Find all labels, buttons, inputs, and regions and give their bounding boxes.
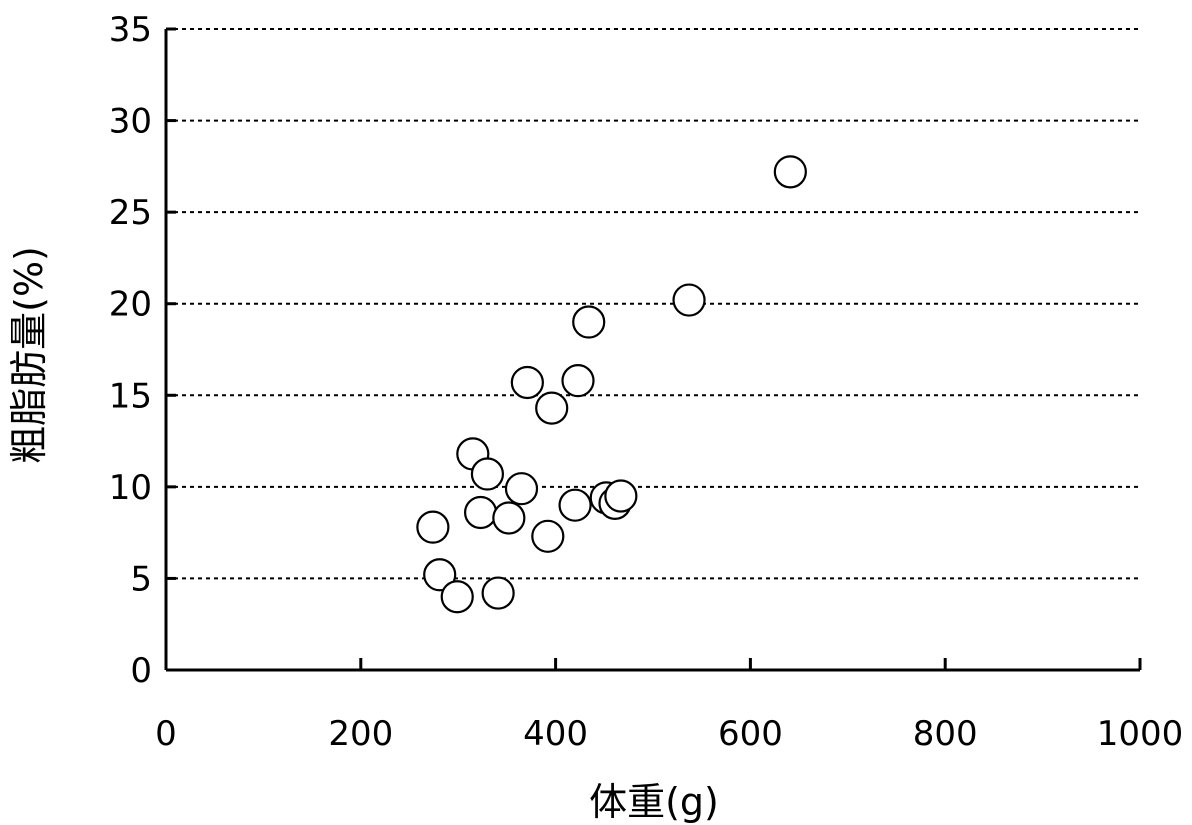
y-tick-label-10: 10 bbox=[109, 468, 152, 508]
axes bbox=[164, 27, 1142, 672]
x-tick-label-1000: 1000 bbox=[1097, 714, 1184, 754]
y-tick-label-30: 30 bbox=[109, 102, 152, 142]
data-point bbox=[481, 576, 515, 610]
tick-labels: 0 5 10 15 20 25 30 35 0 200 400 600 800 1000 bbox=[109, 10, 1184, 754]
gridlines bbox=[166, 28, 1140, 580]
x-axis-title: 体重(g) bbox=[589, 780, 719, 824]
x-tick-label-600: 600 bbox=[718, 714, 783, 754]
data-point bbox=[558, 488, 592, 522]
data-point bbox=[604, 479, 638, 513]
data-point bbox=[440, 580, 474, 614]
data-point bbox=[672, 283, 706, 317]
data-point bbox=[773, 155, 807, 189]
x-tick-label-400: 400 bbox=[523, 714, 588, 754]
y-axis-title: 粗脂肪量(%) bbox=[7, 246, 51, 464]
y-tick-label-0: 0 bbox=[130, 651, 152, 691]
data-point bbox=[531, 519, 565, 553]
x-tick-label-200: 200 bbox=[328, 714, 393, 754]
y-tick-label-35: 35 bbox=[109, 10, 152, 50]
data-point bbox=[423, 558, 457, 592]
data-points bbox=[416, 155, 807, 614]
data-point bbox=[492, 501, 526, 535]
y-tick-label-5: 5 bbox=[130, 559, 152, 599]
y-tick-label-25: 25 bbox=[109, 193, 152, 233]
data-point bbox=[510, 365, 544, 400]
x-tick-label-0: 0 bbox=[155, 714, 177, 754]
data-point bbox=[561, 364, 595, 398]
y-tick-label-15: 15 bbox=[109, 376, 152, 416]
x-tick-label-800: 800 bbox=[913, 714, 978, 754]
data-point bbox=[416, 510, 450, 544]
data-point bbox=[572, 305, 606, 339]
data-point bbox=[464, 495, 498, 530]
data-point bbox=[535, 391, 569, 425]
data-point bbox=[470, 457, 505, 491]
data-point bbox=[504, 472, 539, 506]
y-tick-label-20: 20 bbox=[109, 285, 152, 325]
